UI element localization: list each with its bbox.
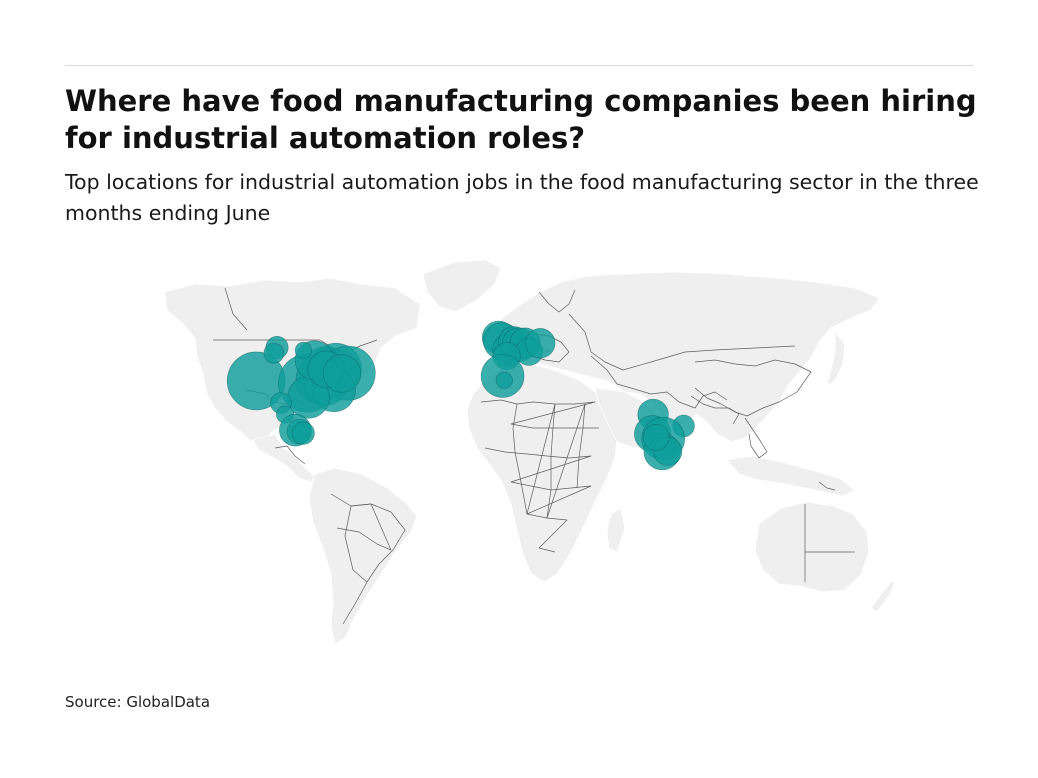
chart-title: Where have food manufacturing companies … [65, 84, 977, 155]
scandinavia-borders [538, 289, 576, 313]
alaska-border [224, 287, 248, 331]
south-america-landmass [308, 467, 418, 645]
australia-borders [804, 504, 855, 583]
source-note: Source: GlobalData [65, 693, 211, 711]
china-borders [694, 359, 812, 417]
top-divider [65, 65, 973, 66]
russia-border [568, 313, 796, 371]
location-bubble [291, 421, 315, 445]
world-map-svg [164, 259, 895, 645]
africa-vertical-borders [512, 403, 586, 519]
north-africa-borders [480, 399, 599, 429]
southeast-asia-borders [744, 417, 768, 459]
india-borders [690, 395, 740, 425]
location-bubble [495, 371, 513, 389]
location-bubbles [226, 320, 695, 471]
madagascar-landmass [606, 507, 626, 553]
central-america-landmass [252, 433, 316, 483]
location-bubble [525, 328, 556, 359]
europe-asia-landmass [486, 271, 880, 443]
central-america-borders [274, 445, 306, 465]
location-bubble [294, 341, 312, 359]
southeast-asia-islands-landmass [726, 455, 856, 497]
location-bubble [322, 354, 362, 393]
middle-east-borders [590, 355, 728, 409]
new-zealand-landmass [870, 581, 895, 613]
central-africa-borders [484, 447, 592, 553]
south-america-inner-borders [336, 503, 392, 583]
greenland-landmass [422, 259, 502, 313]
japan-landmass [826, 330, 846, 387]
chart-subtitle: Top locations for industrial automation … [65, 170, 979, 225]
world-map [155, 252, 895, 654]
land-layer [164, 259, 895, 645]
location-bubble [263, 342, 285, 364]
indonesia-borders [818, 481, 836, 491]
location-bubble [642, 424, 670, 451]
australia-landmass [754, 501, 870, 593]
